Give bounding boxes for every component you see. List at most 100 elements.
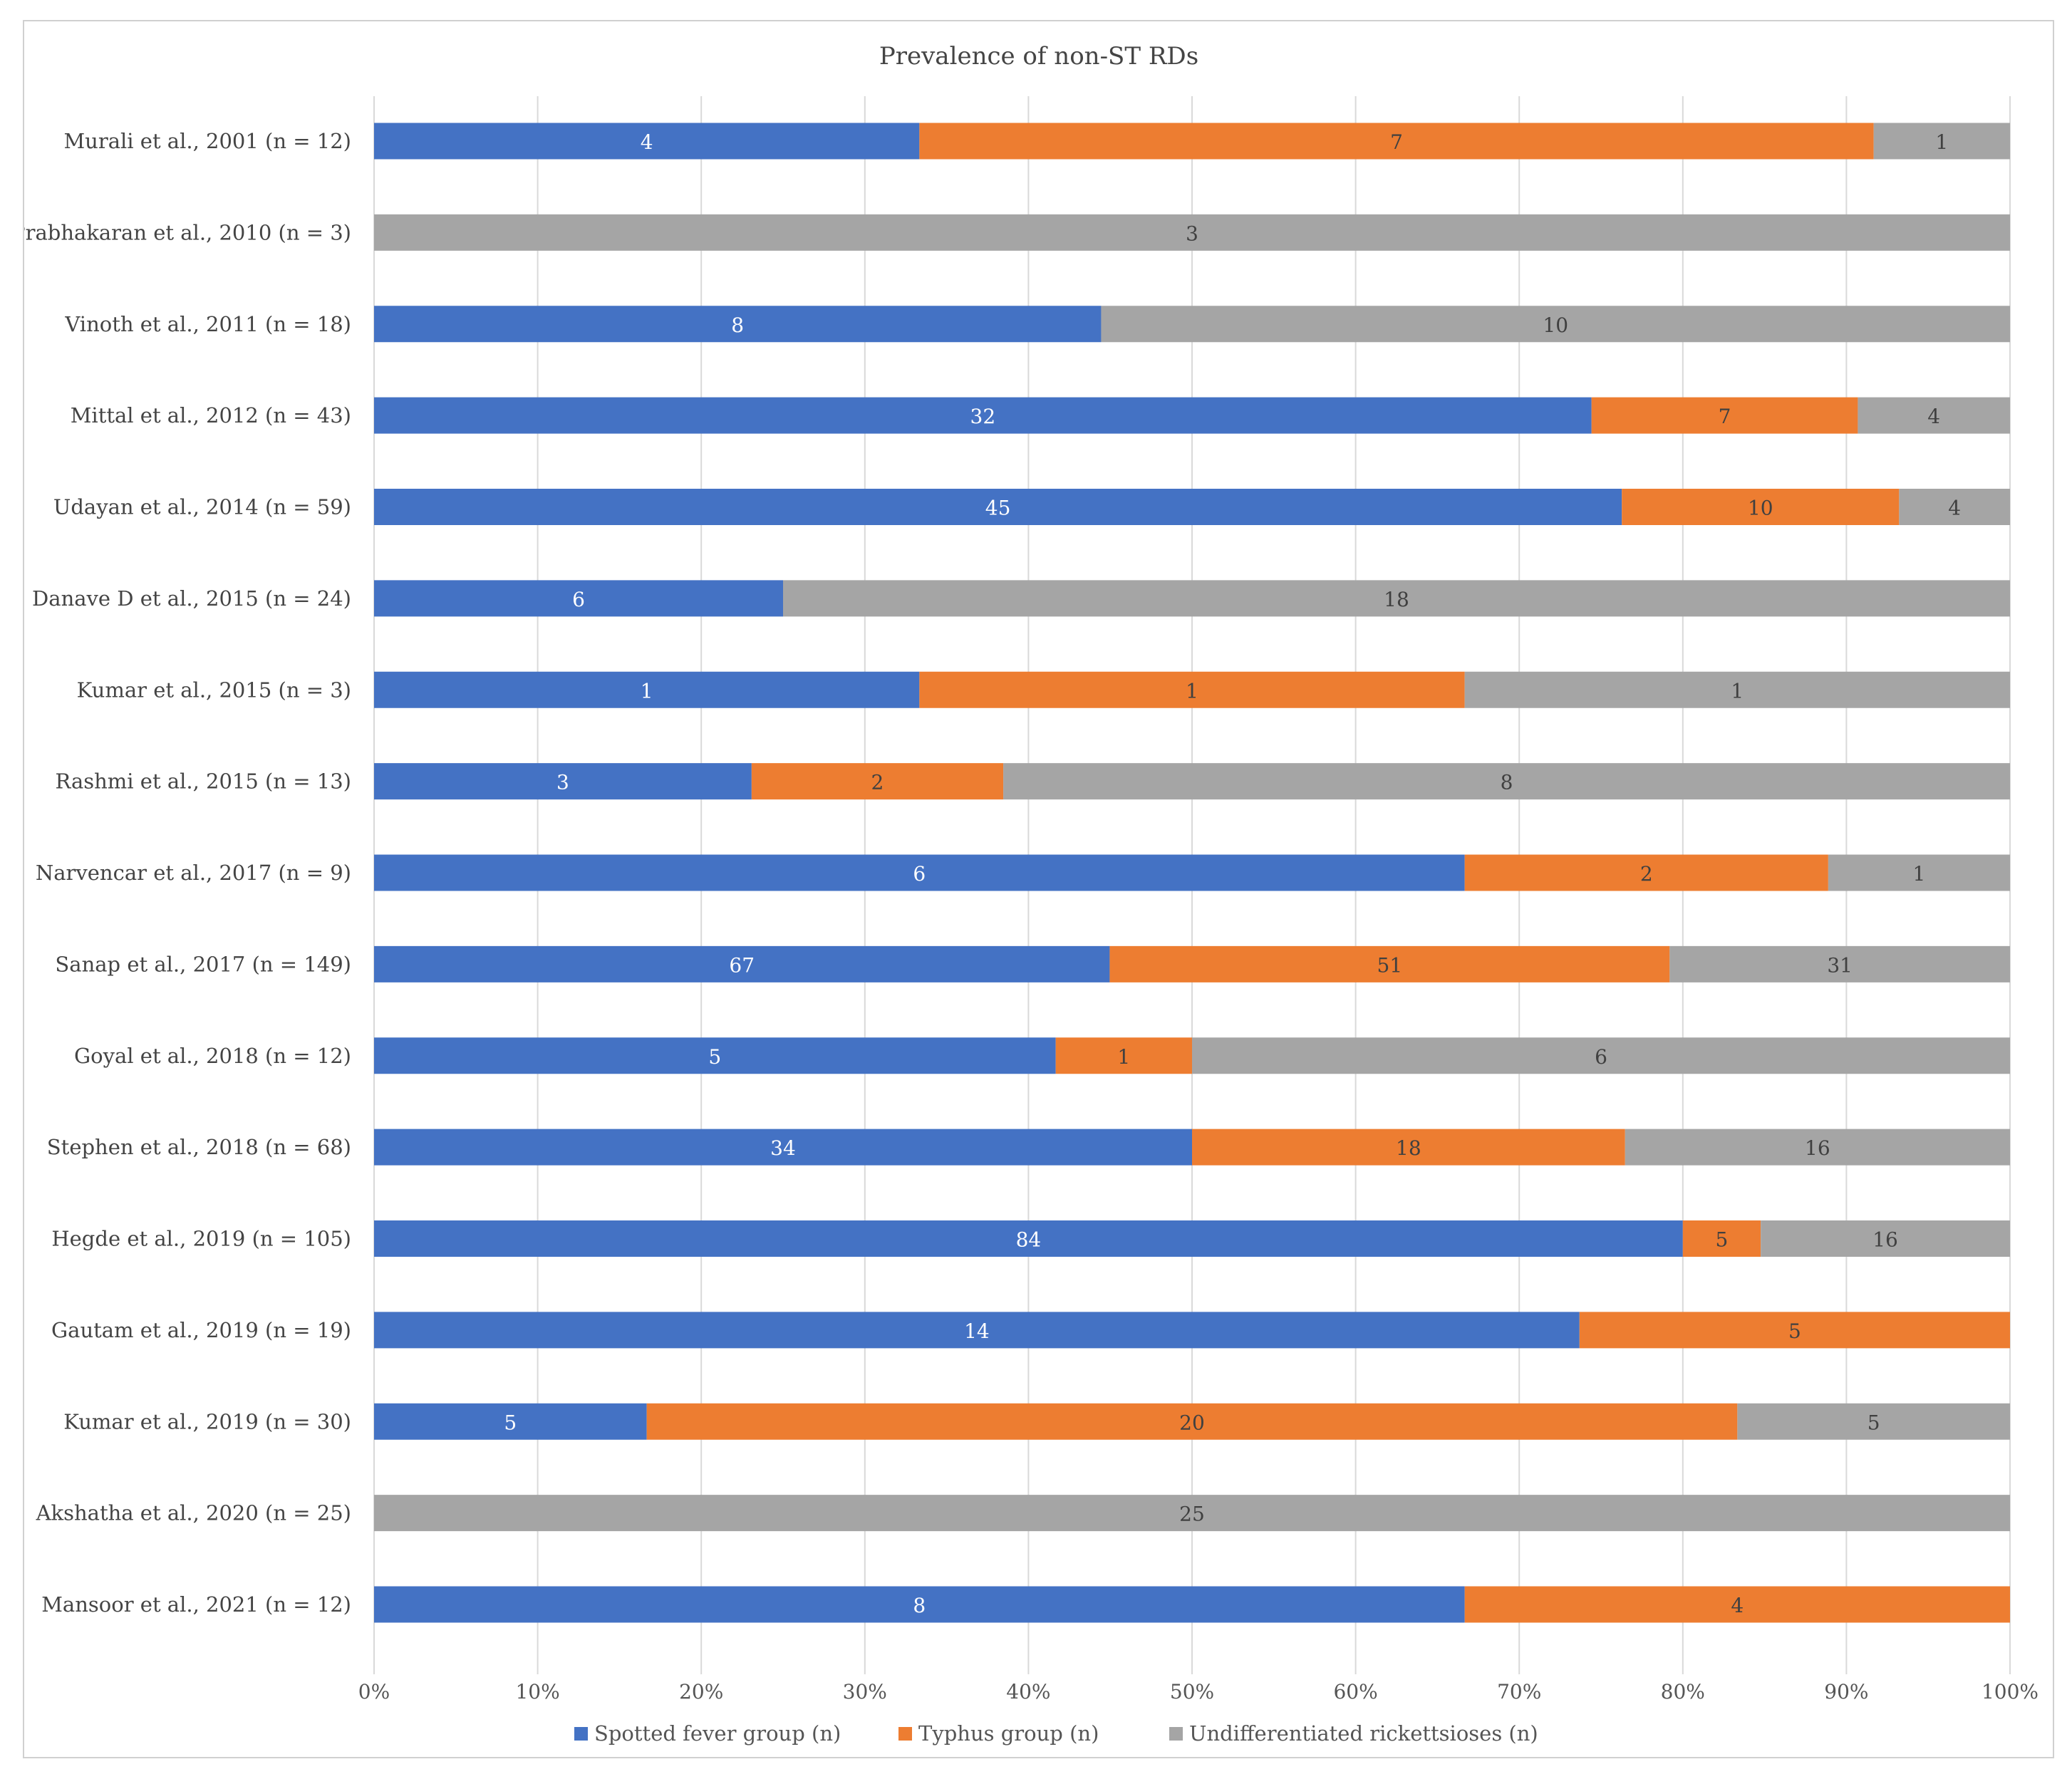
- bar-segment: [1737, 1403, 2010, 1440]
- data-label: 67: [729, 953, 755, 977]
- bar-segment: [374, 123, 920, 160]
- category-label: Prabhakaran et al., 2010 (n = 3): [24, 220, 351, 244]
- legend: Spotted fever group (n) Typhus group (n) U…: [574, 1721, 1538, 1746]
- bar-segment: [1899, 489, 2010, 525]
- category-label: Sanap et al., 2017 (n = 149): [55, 952, 351, 976]
- data-label: 34: [770, 1136, 796, 1160]
- bar-segment: [374, 1403, 647, 1440]
- bar-segment: [751, 763, 1004, 800]
- data-label: 7: [1719, 405, 1731, 428]
- bar-segment: [1464, 854, 1828, 891]
- bar-segment: [1625, 1129, 2010, 1166]
- data-label: 8: [731, 313, 744, 337]
- category-label: Kumar et al., 2015 (n = 3): [77, 678, 351, 702]
- category-label: Murali et al., 2001 (n = 12): [63, 129, 351, 153]
- bar-segment: [1579, 1312, 2010, 1349]
- data-label: 6: [1595, 1045, 1607, 1069]
- bar-segment: [374, 1312, 1580, 1349]
- category-label: Narvencar et al., 2017 (n = 9): [36, 861, 351, 885]
- data-label: 1: [1117, 1045, 1130, 1069]
- chart-title: Prevalence of non-ST RDs: [879, 42, 1198, 71]
- bar-segment: [374, 397, 1592, 434]
- category-label: Danave D et al., 2015 (n = 24): [32, 586, 351, 611]
- data-label: 4: [1927, 405, 1940, 428]
- x-tick-label: 50%: [1170, 1680, 1214, 1703]
- bar-segment: [1761, 1220, 2010, 1257]
- data-label: 6: [913, 862, 926, 886]
- bar-segment: [1682, 1220, 1761, 1257]
- category-label: Hegde et al., 2019 (n = 105): [51, 1227, 351, 1251]
- x-axis-tick-labels: 0% 10% 20% 30% 40% 50% 60% 70% 80% 90% 100%: [358, 1680, 2039, 1703]
- data-label: 7: [1390, 130, 1403, 154]
- category-label: Mittal et al., 2012 (n = 43): [71, 403, 351, 427]
- bar-segment: [919, 123, 1874, 160]
- category-label: Goyal et al., 2018 (n = 12): [74, 1044, 351, 1068]
- data-label: 10: [1748, 497, 1773, 520]
- bar-segment: [919, 671, 1465, 708]
- bar-segment: [1003, 763, 2010, 800]
- bar-segment: [374, 1495, 2010, 1532]
- data-label: 5: [1788, 1319, 1801, 1343]
- category-label: Kumar et al., 2019 (n = 30): [63, 1409, 351, 1433]
- data-label: 16: [1872, 1228, 1898, 1252]
- data-label: 5: [1716, 1228, 1729, 1252]
- data-label: 51: [1377, 953, 1403, 977]
- data-label: 6: [572, 588, 585, 611]
- data-label: 16: [1805, 1136, 1830, 1160]
- category-label: Mansoor et al., 2021 (n = 12): [41, 1592, 351, 1617]
- bar-segment: [646, 1403, 1738, 1440]
- category-label: Stephen et al., 2018 (n = 68): [47, 1135, 351, 1159]
- bar-segment: [374, 489, 1622, 525]
- data-label: 1: [641, 679, 653, 702]
- legend-label: Undifferentiated rickettsioses (n): [1189, 1721, 1538, 1746]
- x-tick-label: 30%: [843, 1680, 887, 1703]
- data-label: 4: [641, 130, 653, 154]
- bar-segment: [1464, 671, 2010, 708]
- bar-segment: [374, 763, 752, 800]
- x-tick-label: 60%: [1333, 1680, 1377, 1703]
- bar-segment: [1622, 489, 1900, 525]
- bar-segment: [374, 580, 783, 617]
- data-label: 45: [985, 497, 1011, 520]
- category-labels: Murali et al., 2001 (n = 12) Prabhakaran …: [24, 129, 351, 1617]
- legend-swatch: [1169, 1727, 1183, 1741]
- x-tick-label: 20%: [679, 1680, 723, 1703]
- category-label: Rashmi et al., 2015 (n = 13): [55, 769, 351, 794]
- data-label: 4: [1731, 1594, 1744, 1617]
- bar-segment: [1591, 397, 1858, 434]
- legend-label: Spotted fever group (n): [594, 1721, 841, 1746]
- category-label: Akshatha et al., 2020 (n = 25): [36, 1501, 351, 1525]
- data-label: 20: [1179, 1411, 1205, 1434]
- x-tick-label: 100%: [1982, 1680, 2039, 1703]
- bar-segment: [1858, 397, 2010, 434]
- data-label: 1: [1935, 130, 1948, 154]
- data-label: 2: [1640, 862, 1653, 886]
- data-label: 2: [871, 771, 884, 794]
- legend-swatch: [574, 1727, 588, 1741]
- data-label: 14: [964, 1319, 990, 1343]
- data-label: 18: [1396, 1136, 1421, 1160]
- category-label: Udayan et al., 2014 (n = 59): [53, 495, 351, 519]
- bar-segment: [1464, 1586, 2010, 1623]
- data-label: 25: [1179, 1503, 1205, 1526]
- data-label: 1: [1186, 679, 1198, 702]
- x-tick-label: 70%: [1497, 1680, 1541, 1703]
- category-label: Gautam et al., 2019 (n = 19): [51, 1318, 351, 1342]
- bar-segment: [1055, 1037, 1192, 1074]
- x-tick-label: 10%: [515, 1680, 559, 1703]
- data-label: 3: [556, 771, 569, 794]
- data-label: 84: [1016, 1228, 1042, 1252]
- bar-segment: [374, 1129, 1192, 1166]
- data-label: 3: [1186, 222, 1198, 245]
- data-label: 4: [1948, 497, 1961, 520]
- bar-segment: [374, 945, 1110, 982]
- data-label: 18: [1384, 588, 1409, 611]
- bar-segment: [374, 1586, 1465, 1623]
- data-label: 1: [1731, 679, 1744, 702]
- bar-segment: [783, 580, 2010, 617]
- bar-segment: [1828, 854, 2010, 891]
- bar-segment: [1192, 1037, 2010, 1074]
- bar-segment: [374, 1220, 1683, 1257]
